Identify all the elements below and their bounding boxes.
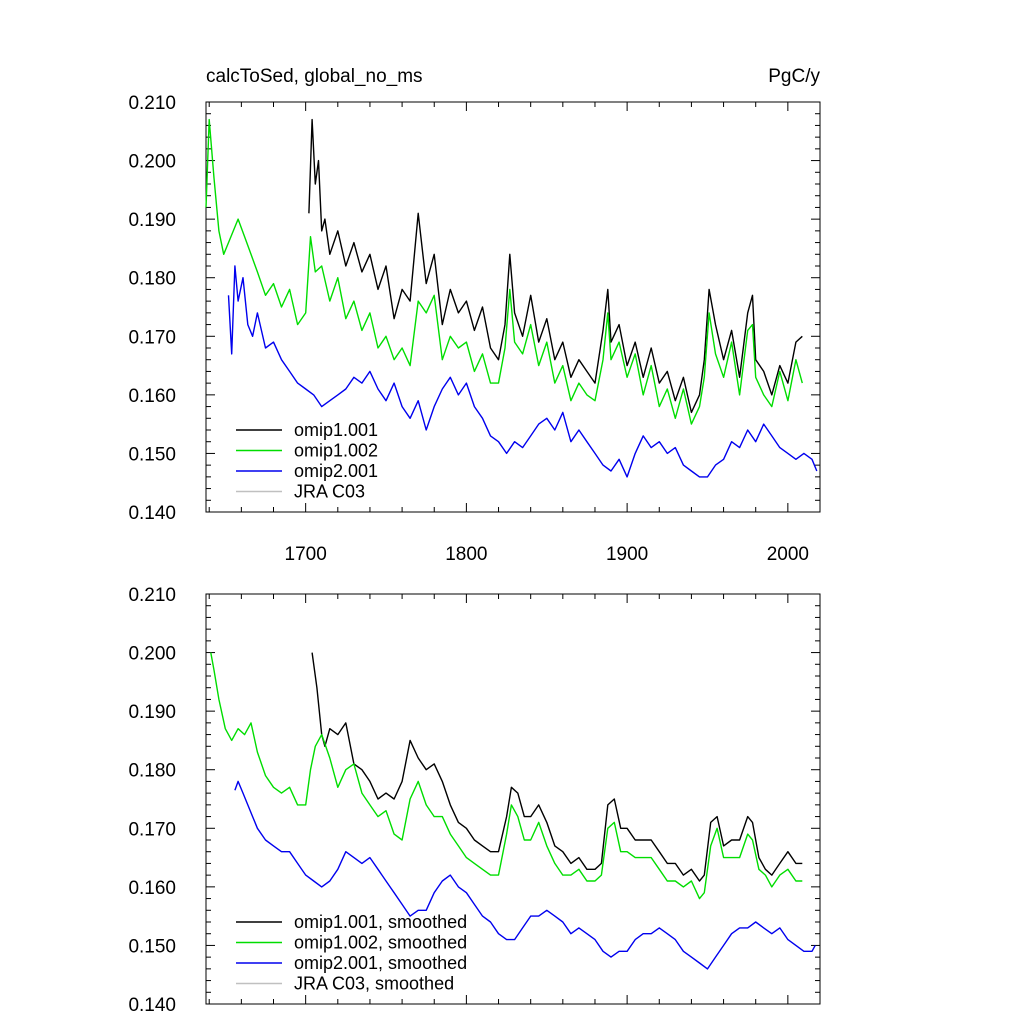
top-x-tick-label: 1700	[285, 544, 327, 565]
top-legend-label: omip1.002	[294, 441, 378, 461]
bottom-y-tick-label: 0.150	[128, 936, 176, 957]
bottom-series-line-3	[234, 780, 816, 970]
bottom-panel: 0.140 0.150 0.160 0.170 0.180 0.190 0.200 0.210…	[128, 585, 821, 1016]
top-y-tick-label: 0.170	[128, 327, 176, 348]
top-panel: calcToSed, global_no_ms PgC/y 0.140 0.150…	[128, 66, 821, 565]
top-chart-title: calcToSed, global_no_ms	[206, 66, 423, 87]
top-y-tick-label: 0.190	[128, 210, 176, 231]
bottom-y-tick-label: 0.200	[128, 644, 176, 665]
top-series-line-3	[227, 265, 818, 478]
bottom-plot-frame	[205, 593, 821, 1005]
top-x-tick-label: 2000	[767, 544, 809, 565]
bottom-y-tick-label: 0.170	[128, 819, 176, 840]
bottom-legend-label: omip1.002, smoothed	[294, 933, 467, 953]
top-x-tick-label: 1900	[606, 544, 648, 565]
top-y-tick-label: 0.210	[128, 93, 176, 114]
bottom-series-line-2	[210, 652, 803, 900]
top-series-line-1	[308, 118, 803, 414]
bottom-y-tick-label: 0.140	[128, 995, 176, 1016]
bottom-y-tick-label: 0.190	[128, 702, 176, 723]
top-series-line-2	[205, 118, 803, 425]
top-y-tick-label: 0.140	[128, 503, 176, 524]
top-y-tick-label: 0.200	[128, 152, 176, 173]
bottom-y-tick-label: 0.160	[128, 878, 176, 899]
top-legend-label: omip1.001	[294, 420, 378, 440]
top-y-tick-label: 0.160	[128, 386, 176, 407]
top-y-tick-label: 0.150	[128, 444, 176, 465]
bottom-legend-label: omip2.001, smoothed	[294, 953, 467, 973]
bottom-y-tick-label: 0.210	[128, 585, 176, 606]
bottom-series-line-1	[311, 652, 803, 882]
top-chart-units: PgC/y	[768, 66, 820, 87]
bottom-legend-label: JRA C03, smoothed	[294, 974, 454, 994]
top-legend-label: JRA C03	[294, 482, 365, 502]
top-x-tick-label: 1800	[445, 544, 487, 565]
top-legend-label: omip2.001	[294, 461, 378, 481]
top-plot-frame	[205, 101, 821, 513]
bottom-legend-label: omip1.001, smoothed	[294, 912, 467, 932]
bottom-y-tick-label: 0.180	[128, 761, 176, 782]
top-y-tick-label: 0.180	[128, 269, 176, 290]
